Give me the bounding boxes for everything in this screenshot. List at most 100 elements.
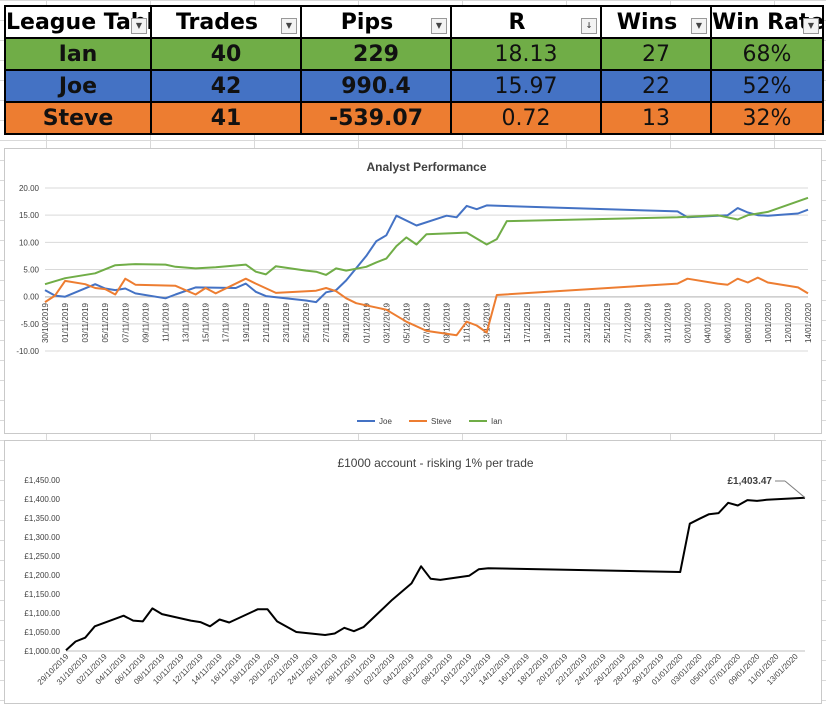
x-tick-label: 17/12/2019 [523,302,532,343]
y-tick-label: £1,300.00 [24,533,60,542]
x-tick-label: 07/12/2019 [423,302,432,343]
chart-title: £1000 account - risking 1% per trade [337,456,533,470]
table-row[interactable]: Steve 41 -539.07 0.72 13 32% [4,101,824,135]
header-row: League Tabl ▼ Trades ▼ Pips ▼ R ↓ Wins ▼ Win … [4,5,824,39]
filter-dropdown-icon[interactable]: ▼ [131,18,147,34]
x-tick-label: 03/11/2019 [81,302,90,342]
cell-name[interactable]: Steve [4,101,152,135]
col-header-name: League Tabl ▼ [4,5,152,39]
y-tick-label: £1,050.00 [24,628,60,637]
y-tick-label: £1,450.00 [24,476,60,485]
x-tick-label: 02/01/2020 [684,302,693,343]
cell-pips[interactable]: 990.4 [300,69,452,103]
cell-name[interactable]: Joe [4,69,152,103]
x-tick-label: 03/12/2019 [382,302,391,343]
filter-dropdown-icon[interactable]: ▼ [281,18,297,34]
col-header-trades: Trades ▼ [150,5,302,39]
y-tick-label: 5.00 [23,266,39,275]
cell-trades[interactable]: 41 [150,101,302,135]
cell-pips[interactable]: 229 [300,37,452,71]
x-tick-label: 04/01/2020 [704,302,713,343]
cell-r[interactable]: 0.72 [450,101,602,135]
x-tick-label: 09/11/2019 [141,302,150,342]
table-row[interactable]: Joe 42 990.4 15.97 22 52% [4,69,824,103]
x-tick-label: 06/01/2020 [724,302,733,343]
y-tick-label: £1,000.00 [24,647,60,656]
y-tick-label: £1,150.00 [24,590,60,599]
cell-r[interactable]: 18.13 [450,37,602,71]
cell-win-rate[interactable]: 68% [710,37,824,71]
x-tick-label: 10/01/2020 [764,302,773,343]
cell-trades[interactable]: 40 [150,37,302,71]
x-tick-label: 01/11/2019 [61,302,70,342]
x-tick-label: 27/12/2019 [623,302,632,343]
y-tick-label: £1,250.00 [24,552,60,561]
account-balance-chart[interactable]: £1000 account - risking 1% per trade £1,4… [4,440,822,704]
col-header-r: R ↓ [450,5,602,39]
x-tick-label: 31/12/2019 [663,302,672,343]
x-tick-label: 13/12/2019 [483,302,492,343]
x-tick-label: 17/11/2019 [222,302,231,342]
x-tick-label: 21/12/2019 [563,302,572,343]
cell-wins[interactable]: 27 [600,37,712,71]
cell-win-rate[interactable]: 32% [710,101,824,135]
cell-pips[interactable]: -539.07 [300,101,452,135]
cell-r[interactable]: 15.97 [450,69,602,103]
x-tick-label: 23/11/2019 [282,302,291,342]
y-tick-label: £1,200.00 [24,571,60,580]
cell-wins[interactable]: 13 [600,101,712,135]
series-line-balance [65,496,806,651]
x-tick-label: 14/01/2020 [804,302,813,343]
x-tick-label: 05/11/2019 [101,302,110,342]
account-balance-svg: £1000 account - risking 1% per trade £1,4… [24,456,806,687]
filter-dropdown-icon[interactable]: ▼ [803,18,819,34]
cell-trades[interactable]: 42 [150,69,302,103]
cell-name[interactable]: Ian [4,37,152,71]
x-tick-label: 23/12/2019 [583,302,592,343]
final-balance-label: £1,403.47 [728,476,773,487]
y-tick-label: 15.00 [19,211,40,220]
y-tick-label: 0.00 [23,293,39,302]
cell-win-rate[interactable]: 52% [710,69,824,103]
x-tick-label: 08/01/2020 [744,302,753,343]
y-tick-label: 20.00 [19,184,40,193]
series-line-joe [44,204,809,304]
x-tick-label: 12/01/2020 [784,302,793,343]
x-tick-label: 13/11/2019 [182,302,191,342]
x-tick-label: 29/12/2019 [643,302,652,343]
x-tick-label: 01/12/2019 [362,302,371,343]
x-tick-label: 30/10/2019 [41,302,50,343]
league-table: League Tabl ▼ Trades ▼ Pips ▼ R ↓ Wins ▼ Win … [4,5,824,135]
y-tick-label: £1,350.00 [24,514,60,523]
annotation-leader-line [784,480,806,499]
analyst-performance-svg: Analyst Performance 20.00 15.00 10.00 5.00 0.… [16,160,813,426]
y-tick-label: 10.00 [19,238,40,247]
y-tick-label: £1,400.00 [24,495,60,504]
legend-label-joe: Joe [379,417,392,426]
x-tick-label: 19/12/2019 [543,302,552,343]
x-tick-label: 09/12/2019 [443,302,452,343]
col-header-win-rate: Win Rate ▼ [710,5,824,39]
cell-wins[interactable]: 22 [600,69,712,103]
series-line-steve [44,276,809,337]
filter-dropdown-icon[interactable]: ▼ [431,18,447,34]
col-header-wins: Wins ▼ [600,5,712,39]
x-tick-label: 11/11/2019 [161,302,170,341]
x-tick-label: 29/11/2019 [342,302,351,342]
table-row[interactable]: Ian 40 229 18.13 27 68% [4,37,824,71]
sort-desc-filter-icon[interactable]: ↓ [581,18,597,34]
y-tick-label: -5.00 [21,320,40,329]
x-tick-label: 21/11/2019 [262,302,271,342]
x-tick-label: 19/11/2019 [242,302,251,342]
x-tick-label: 25/12/2019 [603,302,612,343]
x-tick-label: 15/12/2019 [503,302,512,343]
x-tick-label: 15/11/2019 [202,302,211,342]
analyst-performance-chart[interactable]: Analyst Performance 20.00 15.00 10.00 5.00 0.… [4,148,822,434]
legend-label-ian: Ian [491,417,502,426]
chart-title: Analyst Performance [366,160,486,174]
filter-dropdown-icon[interactable]: ▼ [691,18,707,34]
series-line-ian [44,196,809,286]
x-tick-label: 27/11/2019 [322,302,331,342]
legend-label-steve: Steve [431,417,452,426]
x-tick-label: 25/11/2019 [302,302,311,342]
